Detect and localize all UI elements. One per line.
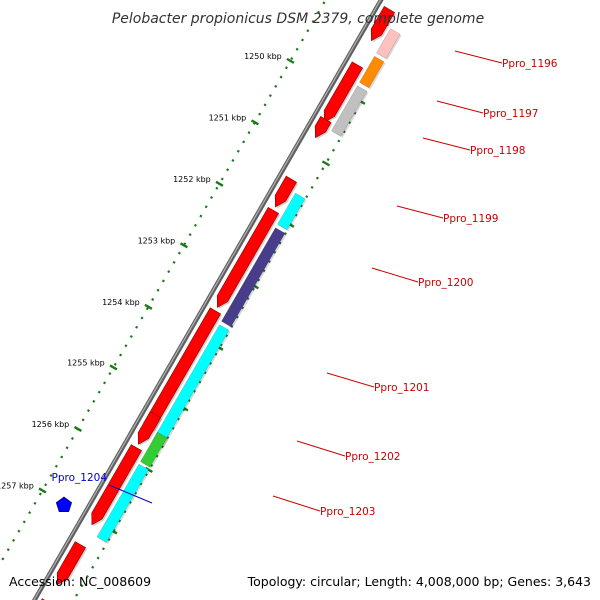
major-tick-mark <box>286 57 295 64</box>
tick-label: 1251 kbp <box>209 113 247 122</box>
tick-label: 1255 kbp <box>67 358 105 367</box>
accession-text: Accession: NC_008609 <box>9 574 151 589</box>
major-tick-mark <box>144 303 153 310</box>
major-tick-mark <box>215 180 224 187</box>
forward-cds-arrow <box>137 411 161 445</box>
gene-leader-line <box>454 50 503 64</box>
outer-tick-dotted-line <box>0 1 326 567</box>
major-tick-mark <box>38 487 47 494</box>
reverse-cds-feature <box>55 496 73 513</box>
forward-cds-arrow <box>323 61 363 123</box>
gene-label: Ppro_1197 <box>483 108 538 120</box>
gene-label: Ppro_1196 <box>502 58 558 70</box>
tick-layer: 1250 kbp 1251 kbp 1252 kbp 1253 kbp 1254 kbp… <box>0 1 366 600</box>
gene-label: Ppro_1203 <box>320 506 375 518</box>
tick-label: 1253 kbp <box>138 236 176 245</box>
forward-cds-arrow <box>314 116 332 139</box>
major-tick-mark <box>73 425 82 432</box>
cog-feature-bar <box>331 85 368 137</box>
gene-label: Ppro_1202 <box>345 451 400 463</box>
inner-tick-dotted-line <box>72 111 357 600</box>
cog-feature-bar <box>376 28 401 59</box>
forward-cds-arrow <box>216 206 279 308</box>
genome-summary-text: Topology: circular; Length: 4,008,000 bp… <box>247 574 591 589</box>
map-title: Pelobacter propionicus DSM 2379, complet… <box>112 11 484 27</box>
gene-leader-line <box>108 484 153 504</box>
tick-label: 1252 kbp <box>173 175 211 184</box>
cog-feature-bar <box>140 431 168 468</box>
forward-cds-arrow <box>56 541 86 585</box>
cog-feature-bar <box>359 55 385 89</box>
feature-layer <box>41 6 402 600</box>
inner-tick-mark <box>321 160 331 167</box>
cog-feature-bar <box>277 192 306 231</box>
gene-label-layer: Ppro_1196 Ppro_1197 Ppro_1198 Ppro_1199 Ppro… <box>52 50 558 518</box>
major-tick-mark <box>179 242 188 249</box>
inner-tick-mark <box>144 466 154 473</box>
cog-feature-bar <box>221 227 286 328</box>
backbone-layer <box>31 0 384 600</box>
forward-cds-arrow <box>91 444 142 526</box>
gene-label: Ppro_1198 <box>470 145 525 157</box>
gene-leader-line <box>422 137 471 151</box>
gene-leader-line <box>396 205 444 219</box>
gene-label: Ppro_1200 <box>418 277 473 289</box>
forward-cds-arrow <box>274 175 297 208</box>
gene-leader-line <box>436 100 484 114</box>
gene-leader-line <box>371 267 419 283</box>
gene-label: Ppro_1199 <box>443 213 498 225</box>
gene-label: Ppro_1204 <box>52 472 108 484</box>
major-tick-mark <box>250 119 259 126</box>
forward-cds-arrow <box>370 6 395 42</box>
tick-label: 1257 kbp <box>0 481 34 490</box>
cog-feature-bar <box>152 324 230 447</box>
genome-backbone-highlight <box>33 0 382 600</box>
gene-leader-line <box>296 440 346 457</box>
gene-leader-line <box>326 372 375 388</box>
tick-label: 1250 kbp <box>244 52 282 61</box>
major-tick-mark <box>109 364 118 371</box>
tick-label: 1254 kbp <box>102 298 140 307</box>
cog-feature-bar <box>96 463 149 543</box>
gene-label: Ppro_1201 <box>374 382 429 394</box>
tick-label: 1256 kbp <box>32 420 70 429</box>
gene-leader-line <box>272 495 321 512</box>
